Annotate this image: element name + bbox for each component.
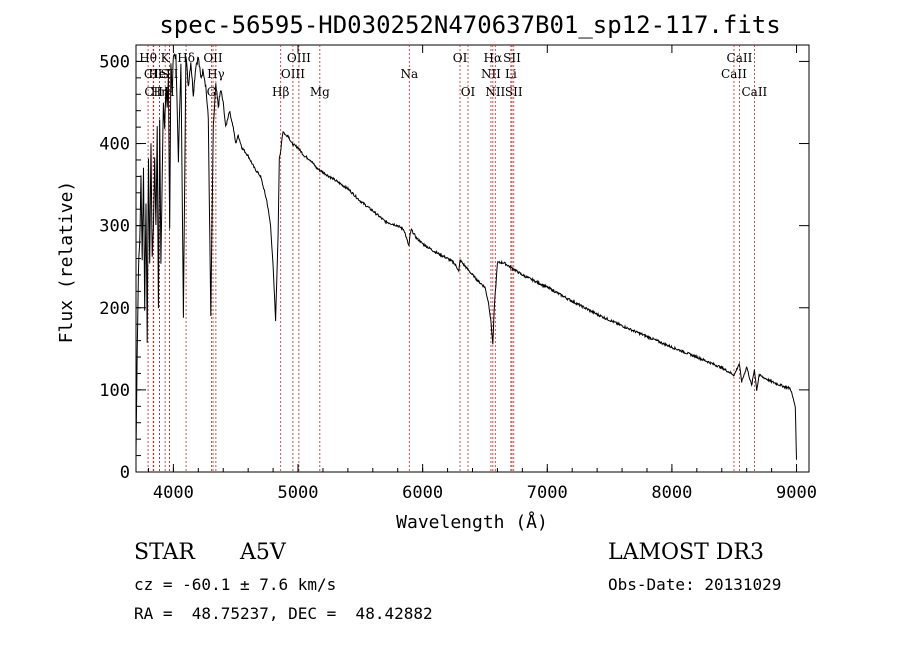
obs-date: Obs-Date: 20131029	[608, 575, 782, 594]
y-tick-label: 400	[99, 135, 130, 155]
y-tick-label: 100	[99, 381, 130, 401]
line-label: Li	[505, 67, 517, 81]
line-label: NII	[481, 67, 501, 81]
line-label: SII	[503, 51, 521, 65]
emission-line-markers	[147, 45, 755, 472]
line-label: CaII	[741, 85, 767, 99]
line-label: OIII	[281, 67, 305, 81]
x-tick-label: 7000	[527, 483, 568, 503]
line-label: G	[207, 85, 217, 99]
line-label: OIII	[287, 51, 311, 65]
survey-name: LAMOST DR3	[608, 540, 764, 565]
line-label: Na	[400, 67, 418, 81]
x-tick-label: 5000	[278, 483, 319, 503]
line-label: CII	[144, 85, 163, 99]
y-tick-label: 0	[120, 463, 130, 483]
x-tick-label: 6000	[402, 483, 443, 503]
line-label: Hγ	[207, 67, 225, 81]
x-axis: 4000 5000 6000 7000 8000 9000	[147, 45, 817, 503]
coordinates: RA = 48.75237, DEC = 48.42882	[134, 604, 433, 623]
y-tick-label: 500	[99, 52, 130, 72]
line-label: Hη	[151, 85, 169, 99]
object-subclass: A5V	[240, 540, 286, 565]
plot-frame	[135, 44, 810, 473]
x-tick-label: 4000	[153, 483, 194, 503]
line-label: OI	[453, 51, 468, 65]
line-label: K	[161, 51, 171, 65]
line-label: CaII	[721, 67, 747, 81]
x-tick-label: 8000	[651, 483, 692, 503]
line-label: OI	[461, 85, 476, 99]
y-tick-label: 300	[99, 217, 130, 237]
line-label: SII	[505, 85, 523, 99]
line-label: H	[164, 85, 174, 99]
line-label: OII	[203, 51, 223, 65]
line-label: HeI	[148, 67, 171, 81]
y-axis: 0 100 200 300 400 500	[99, 52, 809, 483]
line-label: Mg	[310, 85, 330, 99]
line-label: CII	[144, 67, 163, 81]
redshift-cz: cz = -60.1 ± 7.6 km/s	[134, 575, 337, 594]
line-label: Hα	[484, 51, 503, 65]
y-tick-label: 200	[99, 299, 130, 319]
chart-title: spec-56595-HD030252N470637B01_sp12-117.f…	[159, 11, 780, 39]
spectrum-line	[135, 53, 797, 460]
line-label: NII	[485, 85, 505, 99]
line-label: Hθ	[139, 51, 157, 65]
x-axis-label: Wavelength (Å)	[396, 511, 548, 533]
x-tick-label: 9000	[776, 483, 817, 503]
line-label: CaII	[727, 51, 753, 65]
line-label: Hβ	[272, 85, 289, 99]
y-axis-label: Flux (relative)	[56, 181, 77, 344]
object-class: STAR	[134, 540, 195, 565]
line-label: SII	[161, 67, 179, 81]
